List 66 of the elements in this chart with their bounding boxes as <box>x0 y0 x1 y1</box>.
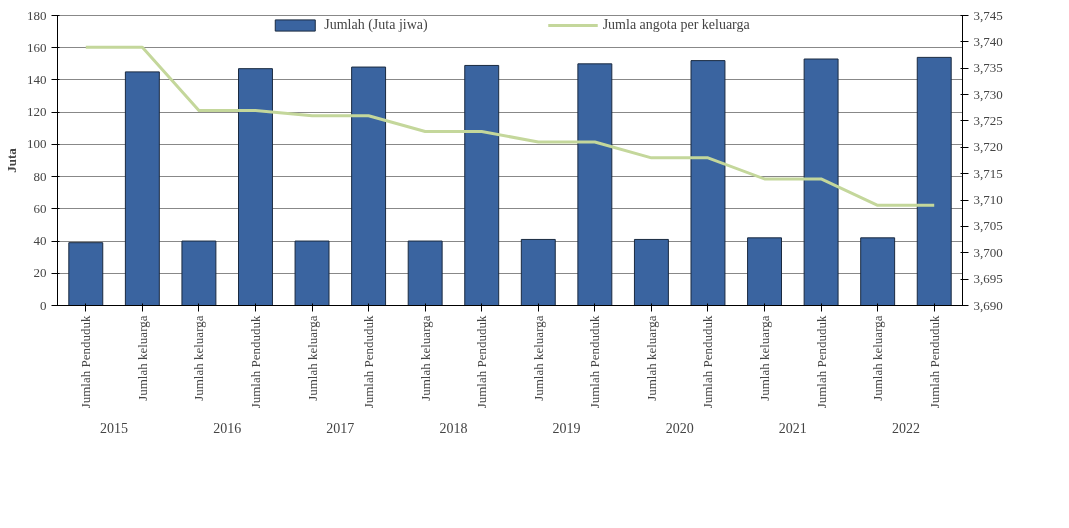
y2-tick-label: 3,700 <box>973 244 1003 260</box>
text: 2017 <box>326 420 355 436</box>
x-tick-label: Jumlah keluarga <box>643 315 659 401</box>
x-tick-label: Jumlah Penduduk <box>700 315 716 409</box>
bar <box>238 68 273 306</box>
y-tick-label: 120 <box>27 104 47 120</box>
y-tick-label: 160 <box>27 39 47 55</box>
bar <box>747 237 782 306</box>
x-tick-label: Jumlah Penduduk <box>474 315 490 409</box>
y2-tick-label: 3,715 <box>973 165 1003 181</box>
y2-tick-label: 3,735 <box>973 60 1003 76</box>
y-tick-label: 60 <box>33 200 47 216</box>
bar <box>181 240 217 306</box>
y2-tick-label: 3,730 <box>973 86 1003 102</box>
bar <box>351 66 387 306</box>
y-tick-label: 100 <box>27 136 47 152</box>
y2-tick-label: 3,705 <box>973 218 1003 234</box>
x-tick-label: Jumlah Penduduk <box>926 315 942 409</box>
legend-label: Jumlah (Juta jiwa) <box>324 17 428 33</box>
text: 2022 <box>891 420 920 436</box>
x-tick-label: Jumlah keluarga <box>417 315 433 401</box>
x-tick-label: Jumlah keluarga <box>191 315 207 401</box>
x-tick-label: Jumlah keluarga <box>304 315 320 401</box>
x-tick-label: Jumlah keluarga <box>757 315 773 401</box>
x-tick-label: Jumlah Penduduk <box>813 315 829 409</box>
x-tick-label: Jumlah keluarga <box>870 315 886 401</box>
bar <box>690 60 726 306</box>
y2-tick-label: 3,745 <box>973 7 1003 23</box>
bar <box>68 242 104 306</box>
y2-tick-label: 3,710 <box>973 192 1003 208</box>
line-series <box>84 45 936 207</box>
x-tick-label: Jumlah keluarga <box>530 315 546 401</box>
text: 2018 <box>439 420 468 436</box>
text: 2020 <box>665 420 694 436</box>
text: 2021 <box>778 420 807 436</box>
bar <box>407 240 443 306</box>
bar <box>860 237 896 306</box>
y-tick-label: 40 <box>33 233 47 249</box>
bar <box>803 58 839 306</box>
bar <box>464 64 500 306</box>
y2-tick-label: 3,720 <box>973 139 1003 155</box>
y2-tick-label: 3,690 <box>973 297 1003 313</box>
bar <box>577 63 613 306</box>
bar <box>916 56 952 306</box>
text: 2019 <box>552 420 581 436</box>
legend-label: Jumla angota per keluarga <box>602 17 750 33</box>
text: 2015 <box>100 420 129 436</box>
x-tick-label: Jumlah keluarga <box>134 315 150 401</box>
x-tick-label: Jumlah Penduduk <box>361 315 377 409</box>
y-tick-label: 80 <box>33 168 47 184</box>
bar <box>520 238 556 306</box>
bar <box>633 238 669 306</box>
text: 2016 <box>213 420 242 436</box>
y2-tick-label: 3,740 <box>973 33 1003 49</box>
y-axis-title: Juta <box>4 147 19 173</box>
y2-tick-label: 3,725 <box>973 112 1003 128</box>
x-tick-label: Jumlah Penduduk <box>78 315 94 409</box>
bar <box>294 240 330 306</box>
x-tick-label: Jumlah Penduduk <box>587 315 603 409</box>
y-tick-label: 20 <box>33 265 47 281</box>
y-tick-label: 0 <box>40 297 47 313</box>
y-tick-label: 140 <box>27 71 47 87</box>
x-tick-label: Jumlah Penduduk <box>247 315 263 409</box>
bar <box>124 71 160 306</box>
y-tick-label: 180 <box>27 7 47 23</box>
y2-tick-label: 3,695 <box>973 271 1003 287</box>
